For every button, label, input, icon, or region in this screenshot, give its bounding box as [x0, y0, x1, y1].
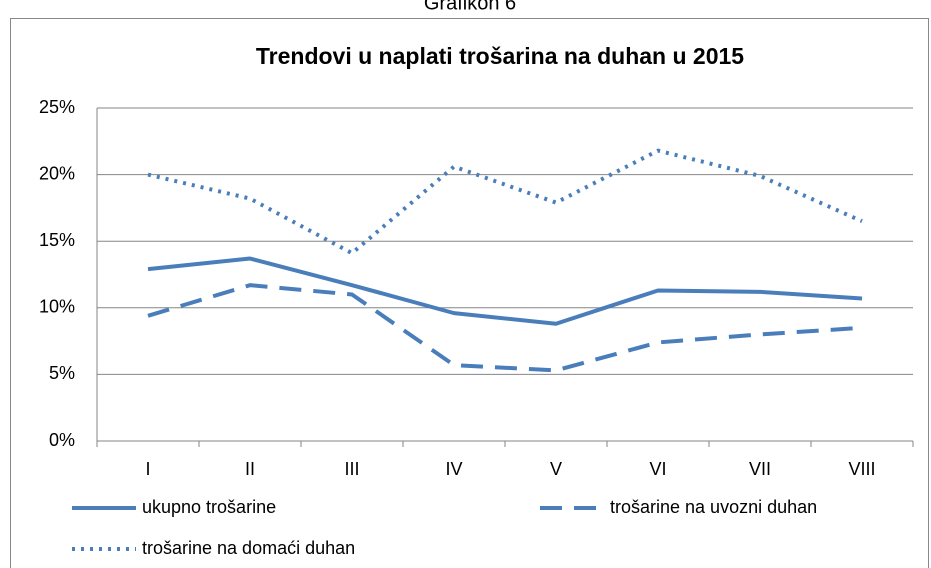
- x-tick-label: V: [550, 459, 562, 479]
- legend-label: ukupno trošarine: [142, 497, 276, 517]
- x-tick-label: I: [145, 459, 150, 479]
- legend-label: trošarine na uvozni duhan: [610, 497, 817, 517]
- y-tick-label: 25%: [39, 97, 75, 117]
- y-tick-label: 5%: [49, 363, 75, 383]
- series-line: [147, 256, 863, 326]
- y-tick-label: 20%: [39, 163, 75, 183]
- caption: Grafikon 6: [424, 0, 516, 14]
- y-tick-label: 15%: [39, 230, 75, 250]
- x-tick-label: VI: [649, 459, 666, 479]
- x-tick-label: II: [245, 459, 255, 479]
- y-tick-label: 10%: [39, 297, 75, 317]
- series-line: [147, 283, 863, 373]
- y-tick-label: 0%: [49, 430, 75, 450]
- x-tick-label: IV: [445, 459, 462, 479]
- x-tick-label: VII: [749, 459, 771, 479]
- x-tick-label: VIII: [848, 459, 875, 479]
- series-line: [147, 148, 863, 256]
- chart-border: [10, 18, 929, 568]
- legend-label: trošarine na domaći duhan: [142, 538, 355, 558]
- chart-title: Trendovi u naplati trošarina na duhan u …: [256, 43, 744, 69]
- x-tick-label: III: [344, 459, 359, 479]
